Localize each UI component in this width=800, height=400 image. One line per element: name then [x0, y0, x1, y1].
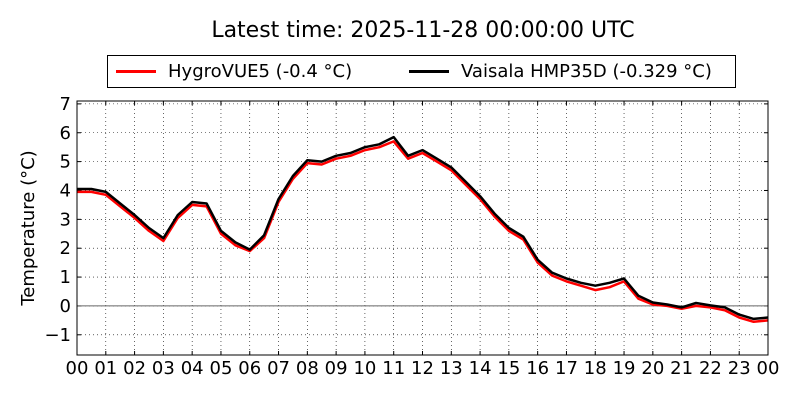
x-tick-label: 15	[497, 358, 520, 379]
y-tick-label: 0	[60, 296, 71, 317]
chart-legend: HygroVUE5 (-0.4 °C) Vaisala HMP35D (-0.3…	[107, 55, 736, 88]
x-tick-label: 09	[325, 358, 348, 379]
x-tick-label: 21	[670, 358, 693, 379]
series-line-vaisala	[77, 135, 769, 321]
x-tick-label: 05	[210, 358, 233, 379]
x-tick-label: 06	[238, 358, 261, 379]
y-tick-label: −1	[44, 325, 71, 346]
y-tick-label: 4	[60, 180, 71, 201]
x-tick-label: 20	[641, 358, 664, 379]
legend-item-vaisala: Vaisala HMP35D (-0.329 °C)	[409, 56, 712, 87]
legend-label-hygrovue5: HygroVUE5 (-0.4 °C)	[168, 61, 353, 82]
y-axis-label: Temperature (°C)	[18, 150, 39, 306]
x-tick-label: 01	[94, 358, 117, 379]
x-tick-label: 00	[757, 358, 780, 379]
x-tick-label: 00	[66, 358, 89, 379]
legend-item-hygrovue5: HygroVUE5 (-0.4 °C)	[116, 56, 352, 87]
y-tick-label: 5	[60, 152, 71, 173]
y-tick-label: 1	[60, 267, 71, 288]
x-tick-label: 04	[181, 358, 204, 379]
y-tick-label: 3	[60, 209, 71, 230]
x-tick-label: 16	[526, 358, 549, 379]
y-tick-label: 7	[60, 94, 71, 115]
y-tick-label: 2	[60, 238, 71, 259]
plot-frame	[76, 100, 769, 356]
legend-swatch-vaisala	[409, 70, 449, 73]
legend-label-vaisala: Vaisala HMP35D (-0.329 °C)	[461, 61, 712, 82]
x-tick-label: 02	[123, 358, 146, 379]
legend-swatch-hygrovue5	[116, 70, 156, 73]
x-tick-label: 13	[440, 358, 463, 379]
x-tick-label: 23	[728, 358, 751, 379]
x-tick-label: 07	[267, 358, 290, 379]
x-tick-label: 08	[296, 358, 319, 379]
series-line-hygrovue5	[77, 140, 769, 324]
x-tick-label: 03	[152, 358, 175, 379]
x-tick-label: 10	[353, 358, 376, 379]
x-tick-label: 17	[555, 358, 578, 379]
x-tick-label: 22	[699, 358, 722, 379]
x-tick-label: 11	[382, 358, 405, 379]
y-tick-label: 6	[60, 123, 71, 144]
x-tick-label: 12	[411, 358, 434, 379]
chart-title: Latest time: 2025-11-28 00:00:00 UTC	[211, 18, 635, 43]
x-tick-label: 14	[469, 358, 492, 379]
x-tick-label: 18	[584, 358, 607, 379]
x-tick-label: 19	[613, 358, 636, 379]
